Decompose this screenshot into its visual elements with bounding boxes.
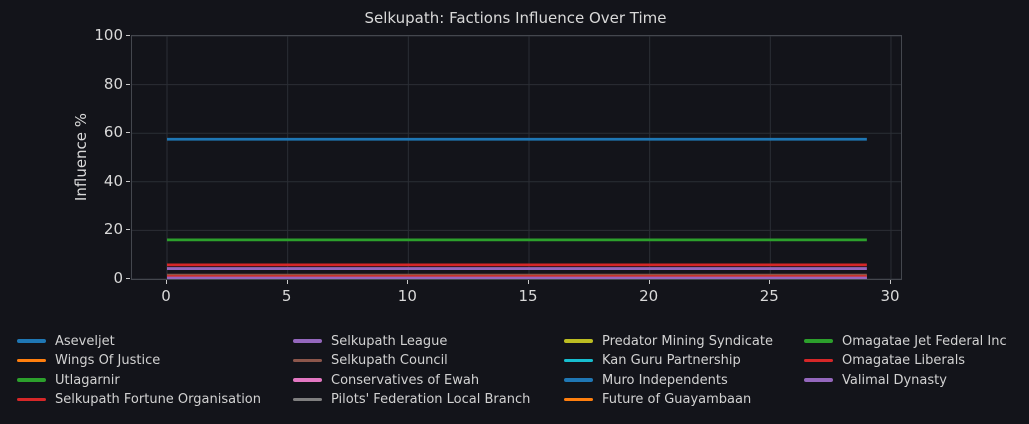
legend-swatch-line [804,378,833,382]
plot-canvas [132,36,901,279]
legend-item: Selkupath Fortune Organisation [17,390,261,409]
x-tick-mark [166,280,167,284]
x-tick-mark [889,280,891,284]
legend-label: Selkupath Council [331,353,448,368]
legend-swatch-line [564,339,593,343]
chart-title: Selkupath: Factions Influence Over Time [364,9,667,27]
legend-label: Selkupath Fortune Organisation [55,392,261,407]
legend-swatch-line [17,339,46,343]
x-tick-label: 10 [397,287,417,305]
legend-swatch-line [17,358,46,363]
y-tick-mark [126,35,130,36]
legend-label: Aseveljet [55,333,115,349]
plot-area [131,35,902,280]
x-tick-label: 5 [281,287,292,305]
y-tick-label: 20 [103,220,123,239]
y-tick-label: 60 [103,123,123,142]
y-tick-label: 80 [103,74,123,93]
legend-label: Utlagarnir [55,372,120,388]
legend-label: Predator Mining Syndicate [602,333,773,349]
y-tick-label: 100 [94,26,123,44]
legend-item: Kan Guru Partnership [564,351,741,370]
legend-swatch-line [293,339,322,343]
legend-swatch-line [804,358,833,363]
legend-swatch-line [293,397,322,402]
y-tick-label: 40 [103,171,123,190]
x-tick-label: 0 [161,287,171,305]
legend-swatch-line [564,358,593,363]
y-tick-mark [126,83,130,85]
y-tick-mark [126,278,130,279]
legend-label: Selkupath League [331,333,448,349]
legend-label: Valimal Dynasty [842,372,947,388]
legend-swatch-line [17,397,46,402]
legend-item: Muro Independents [564,371,728,390]
x-tick-mark [527,280,529,284]
legend-swatch-line [293,358,322,363]
x-tick-label: 15 [518,287,538,305]
legend-swatch-line [17,378,46,382]
y-tick-label: 0 [113,269,123,287]
y-tick-mark [126,229,130,231]
y-tick-mark [126,180,130,182]
legend-item: Utlagarnir [17,371,120,390]
legend-item: Conservatives of Ewah [293,371,479,390]
legend-label: Omagatae Jet Federal Inc [842,333,1007,349]
x-tick-mark [407,280,409,284]
x-tick-mark [769,280,771,284]
legend-item: Selkupath League [293,332,447,351]
legend-swatch-line [564,397,593,402]
x-tick-label: 20 [639,287,659,305]
legend-item: Future of Guayambaan [564,390,751,409]
legend-item: Valimal Dynasty [804,371,947,390]
legend-item: Predator Mining Syndicate [564,332,773,351]
x-tick-mark [648,280,650,284]
legend-label: Conservatives of Ewah [331,372,480,388]
x-tick-mark [286,280,288,284]
legend-label: Muro Independents [602,372,728,388]
legend-swatch-line [293,378,322,382]
legend-item: Selkupath Council [293,351,448,370]
legend-item: Pilots' Federation Local Branch [293,390,530,409]
legend-item: Omagatae Liberals [804,351,965,370]
legend-label: Omagatae Liberals [842,353,966,368]
legend-item: Wings Of Justice [17,351,160,370]
y-tick-mark [126,132,130,134]
legend-label: Future of Guayambaan [602,392,752,407]
legend-swatch-line [564,378,593,382]
legend: Aseveljet Wings Of Justice Utlagarnir Selku… [0,330,1029,420]
legend-item: Omagatae Jet Federal Inc [804,332,1007,351]
x-tick-label: 30 [880,287,900,305]
legend-label: Wings Of Justice [55,353,161,368]
x-tick-label: 25 [759,287,779,305]
legend-label: Pilots' Federation Local Branch [331,392,531,407]
legend-swatch-line [804,339,833,343]
legend-item: Aseveljet [17,332,115,351]
legend-label: Kan Guru Partnership [602,353,741,368]
